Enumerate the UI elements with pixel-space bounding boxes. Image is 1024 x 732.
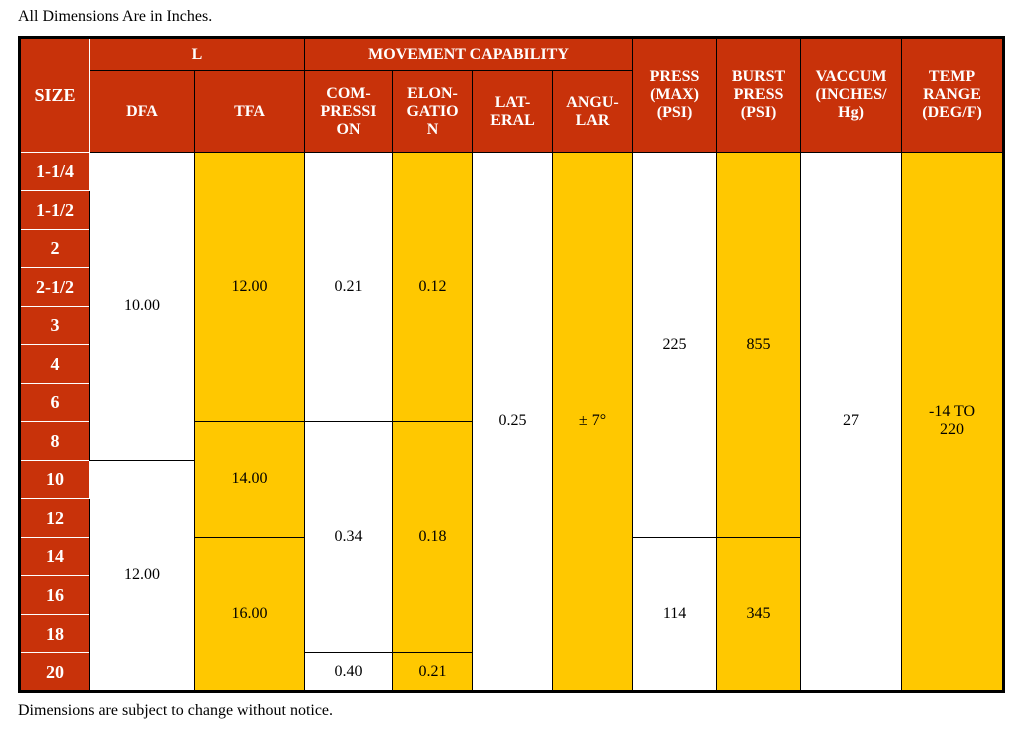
- disclaimer-note: Dimensions are subject to change without…: [18, 702, 334, 719]
- tfa-value: 16.00: [193, 536, 306, 693]
- header-size: SIZE: [19, 37, 90, 153]
- size-cell: 4: [19, 344, 90, 384]
- size-cell: 18: [19, 613, 90, 654]
- elongation-value: 0.21: [392, 652, 474, 692]
- vacuum-value: 27: [800, 151, 903, 693]
- header-compression: COM- PRESSI ON: [304, 70, 394, 153]
- press-max-value: 225: [632, 151, 718, 538]
- size-cell: 14: [19, 536, 90, 577]
- compression-value: 0.34: [304, 421, 394, 654]
- size-cell: 20: [19, 652, 90, 692]
- header-lateral: LAT- ERAL: [472, 70, 554, 153]
- burst-press-value: 855: [716, 151, 802, 538]
- size-cell: 6: [19, 382, 90, 423]
- size-cell: 16: [19, 575, 90, 615]
- elongation-value: 0.18: [392, 421, 474, 654]
- header-l: L: [88, 36, 306, 72]
- tfa-value: 12.00: [193, 151, 306, 423]
- size-cell: 10: [19, 459, 90, 500]
- lateral-value: 0.25: [472, 151, 554, 693]
- elongation-value: 0.12: [392, 151, 474, 423]
- size-cell: 2: [19, 228, 90, 269]
- angular-value: ± 7°: [552, 151, 634, 693]
- compression-value: 0.21: [304, 151, 394, 423]
- dfa-value: 10.00: [89, 151, 195, 461]
- temp-range-value: -14 TO 220: [901, 151, 1005, 693]
- header-angular: ANGU- LAR: [552, 70, 634, 153]
- press-max-value: 114: [632, 536, 718, 693]
- header-press-max: PRESS (MAX) (PSI): [632, 37, 718, 153]
- header-tfa: TFA: [193, 70, 306, 153]
- header-dfa: DFA: [89, 70, 195, 153]
- specifications-table: SIZE L MOVEMENT CAPABILITY PRESS (MAX) (…: [18, 36, 1006, 693]
- size-cell: 8: [19, 421, 90, 461]
- size-cell: 1-1/4: [19, 151, 90, 192]
- size-cell: 1-1/2: [19, 190, 90, 230]
- compression-value: 0.40: [304, 652, 394, 692]
- size-cell: 3: [19, 305, 90, 346]
- units-note: All Dimensions Are in Inches.: [18, 8, 213, 25]
- header-elongation: ELON- GATIO N: [392, 70, 474, 153]
- size-cell: 2-1/2: [19, 267, 90, 307]
- header-movement-capability: MOVEMENT CAPABILITY: [304, 36, 634, 72]
- dfa-value: 12.00: [89, 459, 195, 693]
- tfa-value: 14.00: [193, 421, 306, 538]
- header-burst-press: BURST PRESS (PSI): [716, 37, 802, 153]
- burst-press-value: 345: [716, 536, 802, 693]
- size-cell: 12: [19, 498, 90, 538]
- header-temp-range: TEMP RANGE (DEG/F): [901, 37, 1005, 153]
- header-vacuum: VACCUM (INCHES/ Hg): [800, 37, 903, 153]
